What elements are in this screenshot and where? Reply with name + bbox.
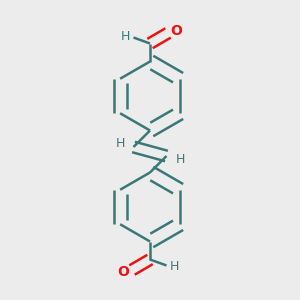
Text: O: O — [118, 266, 130, 279]
Text: H: H — [175, 153, 185, 166]
Text: O: O — [170, 24, 182, 38]
Text: H: H — [170, 260, 180, 274]
Text: H: H — [120, 29, 130, 43]
Text: H: H — [115, 137, 125, 150]
